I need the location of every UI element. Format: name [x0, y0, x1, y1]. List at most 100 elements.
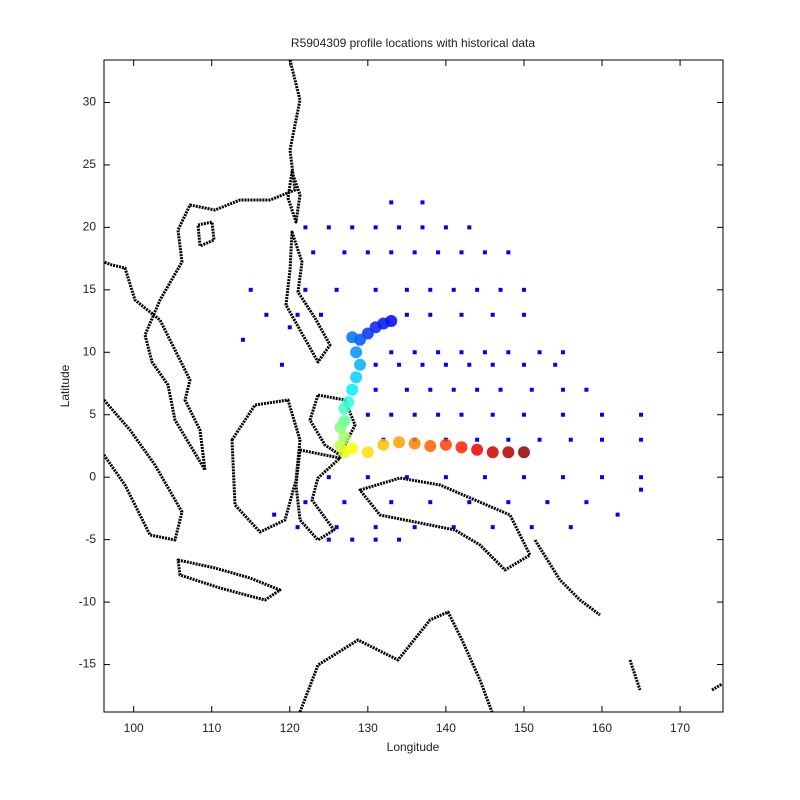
profile-point: [455, 441, 468, 454]
x-tick-label: 100: [124, 721, 144, 735]
profile-point: [393, 436, 406, 449]
historical-point: [412, 350, 417, 355]
profile-point: [346, 383, 359, 396]
historical-point: [451, 287, 456, 292]
historical-point: [482, 350, 487, 355]
historical-point: [459, 350, 464, 355]
x-tick-label: 140: [436, 721, 456, 735]
historical-point: [389, 500, 394, 505]
profile-point: [350, 346, 363, 359]
profile-point: [350, 371, 363, 384]
historical-point: [326, 475, 331, 480]
historical-point: [272, 512, 277, 517]
profile-point: [338, 402, 351, 415]
historical-point: [412, 525, 417, 530]
chart-title: R5904309 profile locations with historic…: [291, 36, 535, 50]
historical-point: [436, 412, 441, 417]
coast-sulawesi: [294, 448, 342, 542]
historical-point: [295, 312, 300, 317]
y-tick-label: 30: [83, 95, 97, 109]
y-tick-label: 20: [83, 220, 97, 234]
historical-point: [443, 362, 448, 367]
historical-point: [560, 412, 565, 417]
historical-point: [428, 287, 433, 292]
profile-point: [408, 437, 421, 450]
y-tick-label: -15: [79, 657, 97, 671]
historical-point: [521, 312, 526, 317]
historical-point: [560, 350, 565, 355]
historical-point: [498, 287, 503, 292]
historical-point: [733, 688, 737, 692]
historical-point: [303, 225, 308, 230]
historical-point: [521, 287, 526, 292]
coast-java: [176, 558, 282, 602]
y-tick-label: -10: [79, 594, 97, 608]
historical-point: [600, 437, 605, 442]
historical-point: [490, 312, 495, 317]
historical-point: [350, 537, 355, 542]
historical-point: [373, 362, 378, 367]
historical-point: [467, 225, 472, 230]
coast-hainan: [196, 220, 216, 248]
historical-point: [529, 387, 534, 392]
historical-point: [568, 525, 573, 530]
historical-point: [436, 350, 441, 355]
historical-point: [334, 525, 339, 530]
historical-point: [311, 250, 316, 255]
historical-point: [451, 387, 456, 392]
profile-point: [361, 446, 374, 459]
x-tick-label: 110: [202, 721, 221, 735]
historical-point: [373, 287, 378, 292]
historical-point: [537, 350, 542, 355]
historical-point: [467, 362, 472, 367]
historical-point: [459, 412, 464, 417]
historical-point: [428, 312, 433, 317]
y-tick-label: 25: [83, 157, 97, 171]
historical-point: [334, 287, 339, 292]
historical-point: [639, 475, 644, 480]
historical-point: [319, 312, 324, 317]
historical-point: [521, 412, 526, 417]
historical-point: [326, 225, 331, 230]
historical-point: [600, 475, 605, 480]
historical-point: [506, 350, 511, 355]
historical-point: [560, 387, 565, 392]
historical-point: [389, 250, 394, 255]
historical-point: [482, 250, 487, 255]
historical-point: [428, 387, 433, 392]
historical-point: [600, 412, 605, 417]
y-axis-label: Latitude: [58, 364, 72, 407]
profile-point: [424, 439, 437, 452]
historical-point: [397, 362, 402, 367]
historical-point: [537, 437, 542, 442]
historical-point: [568, 437, 573, 442]
coast-new-guinea: [358, 476, 532, 572]
historical-point: [303, 287, 308, 292]
x-axis-label: Longitude: [387, 740, 440, 754]
historical-point: [451, 525, 456, 530]
historical-point: [389, 350, 394, 355]
marks: [240, 200, 737, 692]
historical-point: [428, 500, 433, 505]
historical-point: [350, 225, 355, 230]
historical-point: [560, 475, 565, 480]
x-tick-label: 120: [280, 721, 300, 735]
x-tick-label: 130: [358, 721, 378, 735]
historical-point: [545, 500, 550, 505]
historical-point: [490, 525, 495, 530]
historical-point: [303, 500, 308, 505]
coast-taiwan: [286, 170, 302, 224]
historical-point: [506, 500, 511, 505]
historical-point: [475, 287, 480, 292]
historical-point: [389, 412, 394, 417]
y-tick-label: 0: [89, 469, 96, 483]
x-tick-label: 160: [592, 721, 612, 735]
historical-point: [443, 475, 448, 480]
historical-point: [639, 412, 644, 417]
historical-point: [342, 500, 347, 505]
historical-point: [459, 312, 464, 317]
historical-point: [365, 250, 370, 255]
historical-point: [342, 250, 347, 255]
historical-point: [397, 225, 402, 230]
